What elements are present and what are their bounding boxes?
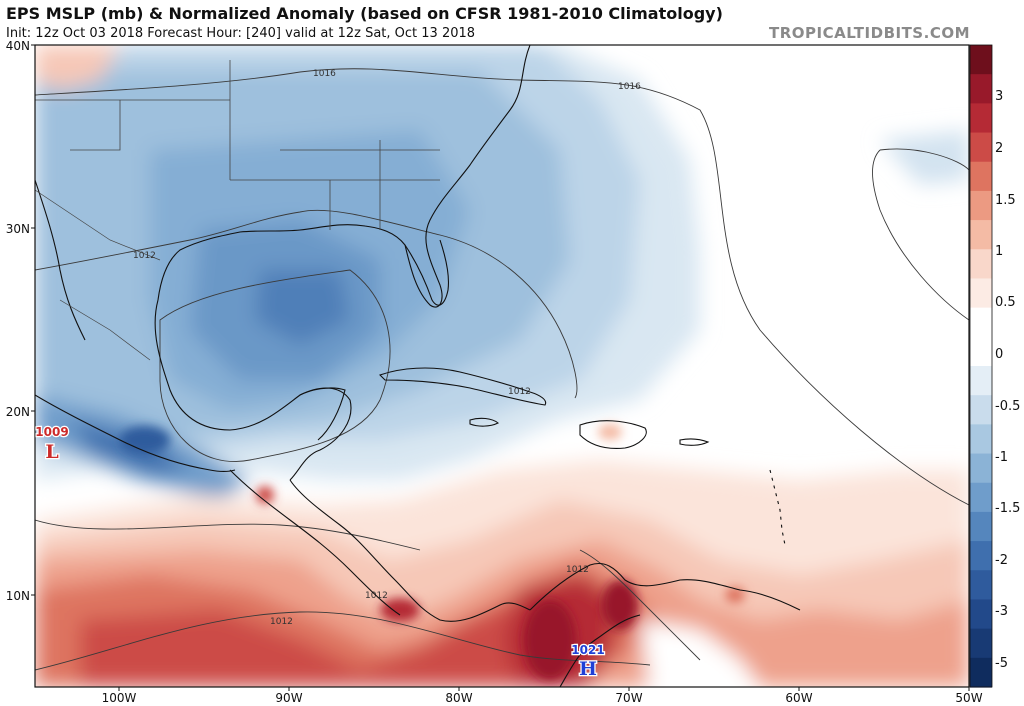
colorbar-segment [970,395,992,425]
colorbar-segment [970,541,992,571]
isobar-label: 1012 [270,617,293,627]
lat-label: 30N [6,222,30,236]
isobar-label: 1012 [566,565,589,575]
colorbar-segment [970,161,992,192]
low-pressure-symbol: L [45,441,58,463]
high-pressure-symbol: H [579,658,597,680]
colorbar-segment [970,570,992,601]
colorbar-label: 1 [995,244,1003,259]
colorbar-segment [970,45,992,75]
isobar-label: 1016 [313,69,336,79]
colorbar-segment [970,278,992,309]
isobar-label: 1016 [618,82,641,92]
map-title: EPS MSLP (mb) & Normalized Anomaly (base… [6,4,723,23]
colorbar-label: -2 [995,553,1008,568]
longitude-axis: 100W 90W 80W 70W 60W 50W [102,687,983,705]
lon-label: 100W [102,691,137,705]
anomaly-field [35,45,969,687]
colorbar-segment [970,132,992,163]
colorbar-segment [970,424,992,455]
colorbar-labels: 3 2 1.5 1 0.5 0 -0.5 -1 -1.5 -2 -3 -5 [995,89,1020,671]
colorbar-segment [970,628,992,659]
colorbar-label: 0.5 [995,295,1016,310]
isobar-contours [35,68,969,671]
colorbar-label: -0.5 [995,399,1020,414]
colorbar-segment [970,307,992,338]
colorbar-label: -1 [995,450,1008,465]
colorbar-segment [970,366,992,396]
colorbar-segment [970,657,992,688]
colorbar-segment [970,482,992,513]
brand-watermark: TROPICALTIDBITS.COM [769,24,970,42]
lat-label: 10N [6,589,30,603]
colorbar-segment [970,74,992,104]
lon-label: 90W [275,691,302,705]
colorbar-label: -5 [995,656,1008,671]
lat-label: 20N [6,405,30,419]
low-pressure-value: 1009 [35,425,68,439]
isobar-label: 1012 [133,251,156,261]
colorbar-segment [970,220,992,250]
colorbar-segment [970,103,992,134]
lon-label: 60W [785,691,812,705]
lon-label: 80W [445,691,472,705]
colorbar-segment [970,249,992,280]
colorbar-label: -3 [995,604,1008,619]
colorbar-segment [970,190,992,221]
colorbar [969,44,993,688]
low-pressure-center: 1009 L [34,424,70,465]
colorbar-label: -1.5 [995,501,1020,516]
colorbar-label: 0 [995,347,1003,362]
latitude-axis: 40N 30N 20N 10N [6,39,35,603]
high-pressure-value: 1021 [571,643,604,657]
high-pressure-center: 1021 H [570,642,606,682]
colorbar-label: 2 [995,141,1003,156]
colorbar-segment [970,453,992,484]
colorbar-segment [970,511,992,542]
colorbar-frame [969,44,993,688]
map-subtitle: Init: 12z Oct 03 2018 Forecast Hour: [24… [6,26,476,41]
lat-label: 40N [6,39,30,53]
map-frame [34,44,970,688]
colorbar-label: 3 [995,89,1003,104]
colorbar-label: 1.5 [995,193,1016,208]
colorbar-segment [970,336,992,367]
colorbar-segment [970,599,992,630]
coastlines [35,45,801,687]
isobar-label: 1012 [508,387,531,397]
lon-label: 70W [615,691,642,705]
lon-label: 50W [955,691,982,705]
